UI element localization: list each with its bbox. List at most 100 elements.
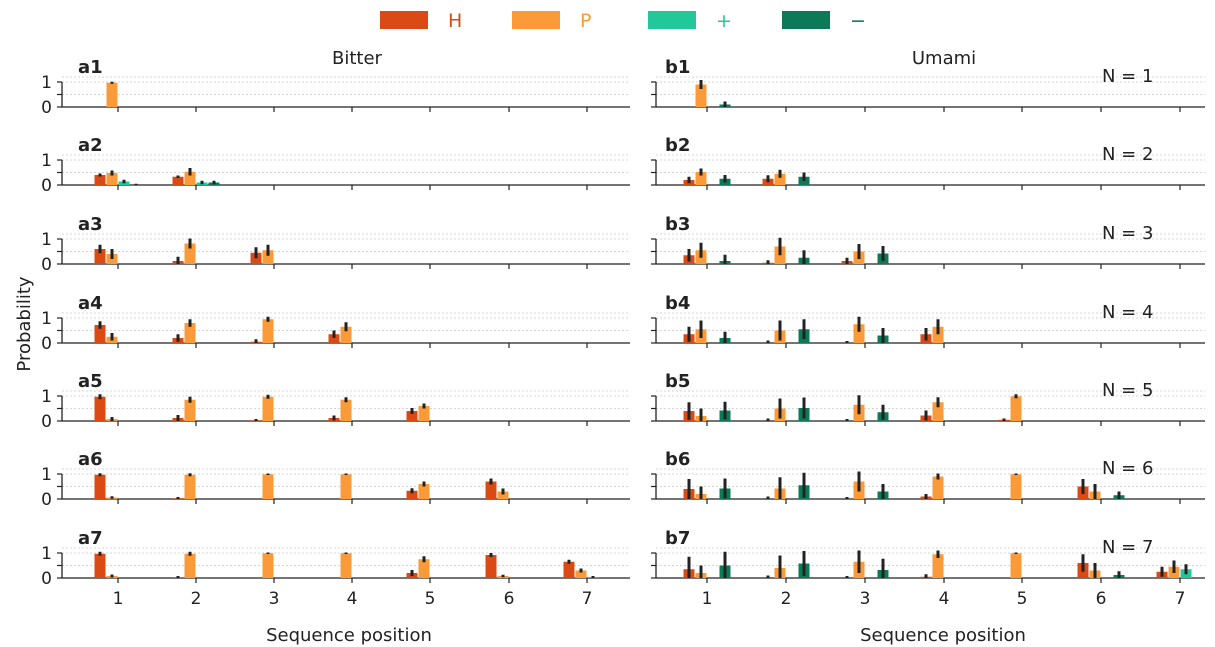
y-tick-label: 1 bbox=[41, 73, 52, 93]
bar-H bbox=[94, 396, 106, 421]
y-tick-label: 0 bbox=[41, 176, 52, 196]
panel-b4: b4 N = 4 bbox=[651, 293, 1205, 348]
bar-P bbox=[184, 399, 196, 421]
panel-b6: b6 N = 6 bbox=[651, 449, 1205, 504]
panel-label-a4: a4 bbox=[78, 293, 103, 314]
legend-item-minus: − bbox=[782, 10, 866, 32]
x-tick-label: 2 bbox=[191, 589, 202, 609]
bar-H bbox=[94, 553, 106, 578]
panel-b1: b1 N = 1 bbox=[651, 57, 1205, 112]
panel-label-b5: b5 bbox=[665, 371, 690, 392]
legend-item-plus: + bbox=[648, 10, 732, 32]
panel-label-b3: b3 bbox=[665, 214, 690, 235]
bar-P bbox=[262, 553, 274, 578]
bar-P bbox=[695, 172, 707, 185]
x-axis-label-umami: Sequence position bbox=[860, 625, 1026, 646]
x-tick-label: 2 bbox=[781, 589, 792, 609]
bar-P bbox=[340, 553, 352, 578]
y-tick-label: 0 bbox=[41, 255, 52, 275]
n-label: N = 5 bbox=[1102, 380, 1153, 401]
x-tick-label: 4 bbox=[939, 589, 950, 609]
bar-H bbox=[250, 252, 262, 264]
x-tick-label: 7 bbox=[1175, 589, 1186, 609]
x-tick-label: 1 bbox=[702, 589, 713, 609]
y-tick-label: 0 bbox=[41, 412, 52, 432]
bar-P bbox=[932, 402, 944, 421]
bar-P bbox=[340, 399, 352, 421]
n-label: N = 3 bbox=[1102, 223, 1153, 244]
panel-label-a6: a6 bbox=[78, 449, 103, 470]
x-tick-label: 3 bbox=[269, 589, 280, 609]
panel-b3: b3 N = 3 bbox=[651, 214, 1205, 269]
bar-P bbox=[695, 84, 707, 107]
bar-P bbox=[340, 326, 352, 343]
bar-P bbox=[184, 474, 196, 499]
y-tick-label: 0 bbox=[41, 98, 52, 118]
x-tick-label: 6 bbox=[1096, 589, 1107, 609]
bar-P bbox=[106, 173, 118, 185]
legend-label-H: H bbox=[448, 10, 462, 32]
x-tick-label: 4 bbox=[347, 589, 358, 609]
panel-label-a3: a3 bbox=[78, 214, 103, 235]
bar-H bbox=[94, 249, 106, 264]
panel-label-a5: a5 bbox=[78, 371, 103, 392]
bar-H bbox=[94, 474, 106, 499]
legend-item-H: H bbox=[380, 10, 462, 32]
x-tick-label: 7 bbox=[582, 589, 593, 609]
y-tick-label: 1 bbox=[41, 151, 52, 171]
legend-swatch-P bbox=[512, 11, 560, 29]
panel-label-b2: b2 bbox=[665, 135, 690, 156]
panel-label-b6: b6 bbox=[665, 449, 690, 470]
bar-P bbox=[418, 406, 430, 421]
y-tick-label: 1 bbox=[41, 230, 52, 250]
n-label: N = 4 bbox=[1102, 302, 1153, 323]
bar-P bbox=[184, 553, 196, 578]
x-tick-label: 6 bbox=[504, 589, 515, 609]
legend-label-minus: − bbox=[850, 10, 866, 32]
panel-a7: 0 1 1 2 3 4 5 6 7 a7 bbox=[41, 528, 630, 609]
bar-P bbox=[262, 396, 274, 421]
y-tick-label: 1 bbox=[41, 544, 52, 564]
bar-H bbox=[485, 555, 497, 578]
y-tick-label: 1 bbox=[41, 387, 52, 407]
bar-H bbox=[563, 561, 575, 578]
y-tick-label: 0 bbox=[41, 490, 52, 510]
column-title-bitter: Bitter bbox=[332, 48, 383, 69]
legend-swatch-H bbox=[380, 11, 428, 29]
n-label: N = 6 bbox=[1102, 458, 1153, 479]
panel-b2: b2 N = 2 bbox=[651, 135, 1205, 190]
bar-P bbox=[1010, 396, 1022, 421]
y-axis-label: Probability bbox=[14, 276, 35, 371]
x-tick-label: 5 bbox=[425, 589, 436, 609]
x-tick-label: 5 bbox=[1017, 589, 1028, 609]
x-axis-label-bitter: Sequence position bbox=[266, 625, 432, 646]
bar-H bbox=[172, 176, 184, 185]
panel-label-a7: a7 bbox=[78, 528, 103, 549]
legend-label-P: P bbox=[580, 10, 591, 32]
bar-P bbox=[1010, 474, 1022, 499]
legend: H P + − bbox=[380, 10, 866, 32]
bar-P bbox=[184, 243, 196, 264]
n-label: N = 2 bbox=[1102, 144, 1153, 165]
y-tick-label: 1 bbox=[41, 309, 52, 329]
legend-item-P: P bbox=[512, 10, 591, 32]
n-label: N = 1 bbox=[1102, 66, 1153, 87]
bar-P bbox=[853, 324, 865, 343]
panel-a5: 0 1 a5 bbox=[41, 371, 630, 432]
bar-P bbox=[340, 474, 352, 499]
panel-a1: 0 1 a1 bbox=[41, 57, 630, 118]
bar-P bbox=[106, 82, 118, 107]
panel-label-b7: b7 bbox=[665, 528, 690, 549]
panel-a3: 0 1 a3 bbox=[41, 214, 630, 275]
bar-P bbox=[418, 484, 430, 499]
panel-label-b4: b4 bbox=[665, 293, 690, 314]
bar-H bbox=[328, 334, 340, 343]
bar-P bbox=[262, 474, 274, 499]
bar-P bbox=[262, 250, 274, 264]
panels: 0 1 a1 0 1 a2 0 1 a3 0 1 a4 0 1 a5 0 1 a6 0 1 1 2 3 4 5 6 7 a7 b1 N =… bbox=[41, 57, 1205, 609]
bar-P bbox=[497, 491, 509, 499]
panel-b5: b5 N = 5 bbox=[651, 371, 1205, 426]
panel-label-a2: a2 bbox=[78, 135, 103, 156]
legend-swatch-minus bbox=[782, 11, 830, 29]
